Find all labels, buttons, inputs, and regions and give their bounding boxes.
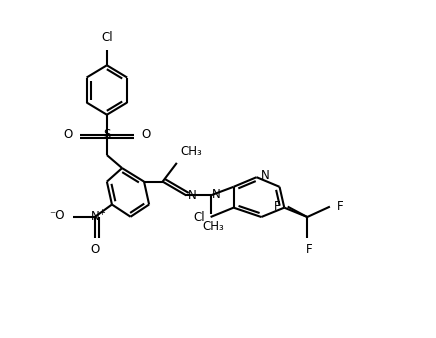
Text: O: O [63,128,72,141]
Text: Cl: Cl [193,211,204,224]
Text: N: N [91,210,99,223]
Text: S: S [103,128,111,141]
Text: +: + [98,208,105,217]
Text: N: N [188,189,197,202]
Text: O: O [141,128,150,141]
Text: CH₃: CH₃ [202,220,224,233]
Text: F: F [306,243,312,256]
Text: N: N [261,169,269,182]
Text: Cl: Cl [101,31,112,45]
Text: F: F [337,200,344,213]
Text: N: N [211,188,220,201]
Text: ⁻O: ⁻O [49,210,65,222]
Text: O: O [90,243,100,256]
Text: CH₃: CH₃ [181,145,203,158]
Text: F: F [274,200,280,213]
